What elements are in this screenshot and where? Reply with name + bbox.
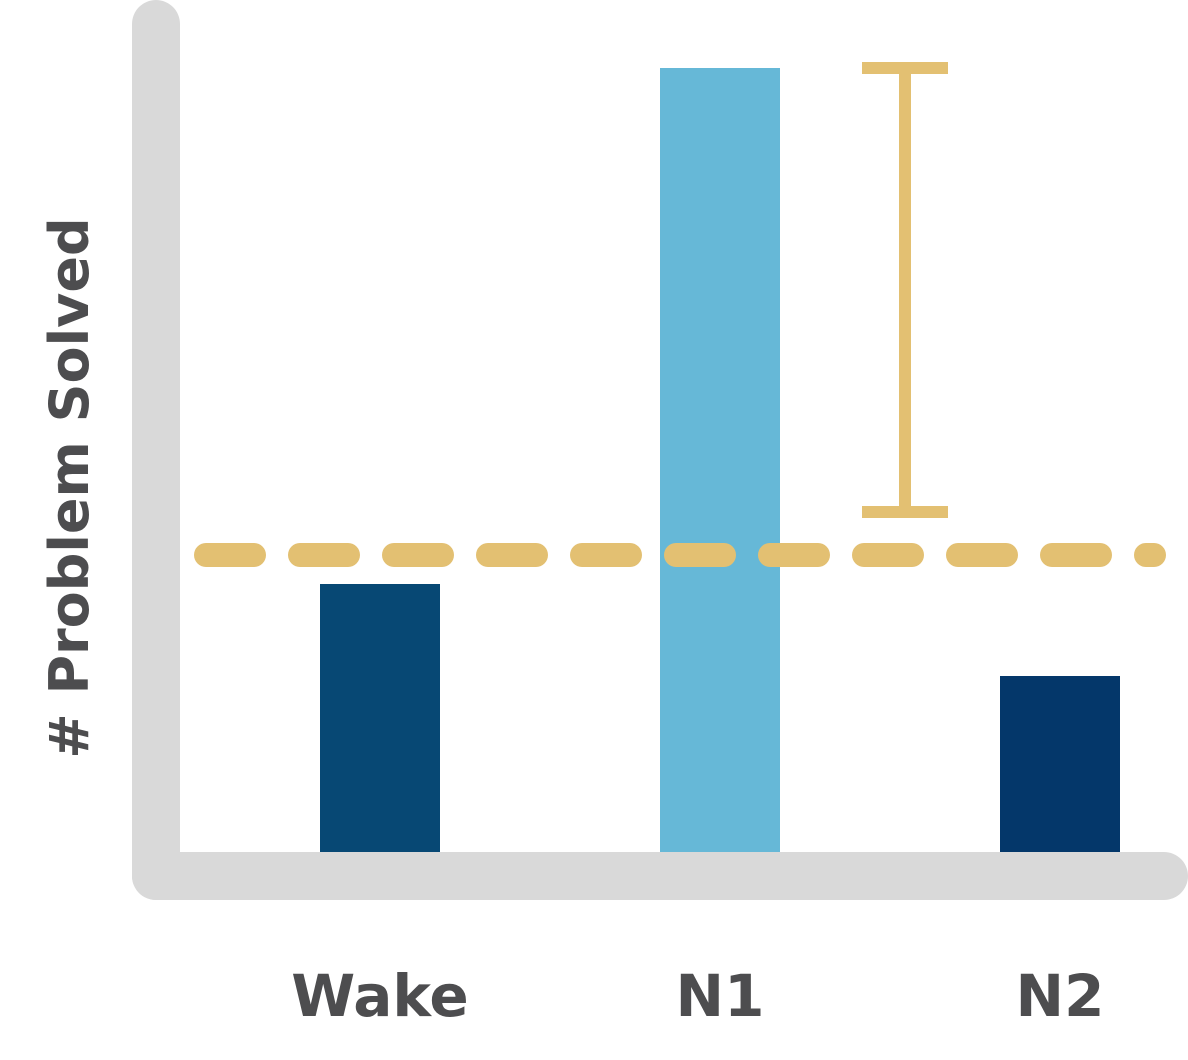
x-tick-label-wake: Wake <box>291 962 468 1030</box>
bar-n2 <box>1000 676 1120 852</box>
x-tick-label-n2: N2 <box>1016 962 1105 1030</box>
bar-wake <box>320 584 440 852</box>
bar-n1 <box>660 68 780 852</box>
difference-bracket <box>862 62 948 518</box>
x-tick-label-n1: N1 <box>676 962 765 1030</box>
y-axis-title: # Problem Solved <box>38 217 101 758</box>
